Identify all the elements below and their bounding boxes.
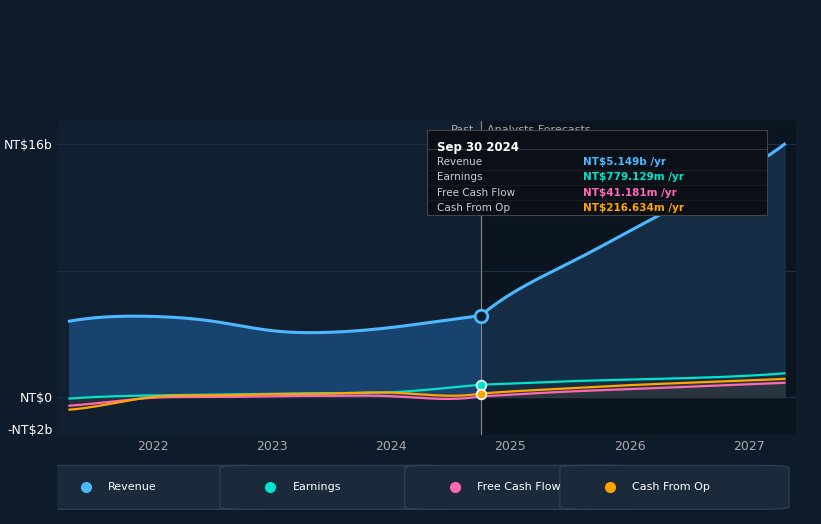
Text: Sep 30 2024: Sep 30 2024 [437, 141, 519, 154]
Bar [57, 121, 480, 435]
Text: Revenue: Revenue [108, 482, 157, 493]
Text: Earnings: Earnings [437, 172, 483, 182]
Text: Earnings: Earnings [292, 482, 341, 493]
Text: Past: Past [452, 125, 475, 135]
Text: Free Cash Flow: Free Cash Flow [437, 188, 516, 198]
Bar [480, 121, 796, 435]
Text: NT$216.634m /yr: NT$216.634m /yr [583, 203, 684, 213]
Text: Analysts Forecasts: Analysts Forecasts [487, 125, 590, 135]
FancyBboxPatch shape [35, 465, 264, 509]
FancyBboxPatch shape [405, 465, 634, 509]
Text: Free Cash Flow: Free Cash Flow [477, 482, 561, 493]
FancyBboxPatch shape [220, 465, 449, 509]
Text: Cash From Op: Cash From Op [437, 203, 510, 213]
Text: NT$41.181m /yr: NT$41.181m /yr [583, 188, 677, 198]
FancyBboxPatch shape [560, 465, 789, 509]
Text: Cash From Op: Cash From Op [632, 482, 710, 493]
Text: Revenue: Revenue [437, 157, 482, 167]
Text: NT$5.149b /yr: NT$5.149b /yr [583, 157, 667, 167]
Text: NT$779.129m /yr: NT$779.129m /yr [583, 172, 684, 182]
